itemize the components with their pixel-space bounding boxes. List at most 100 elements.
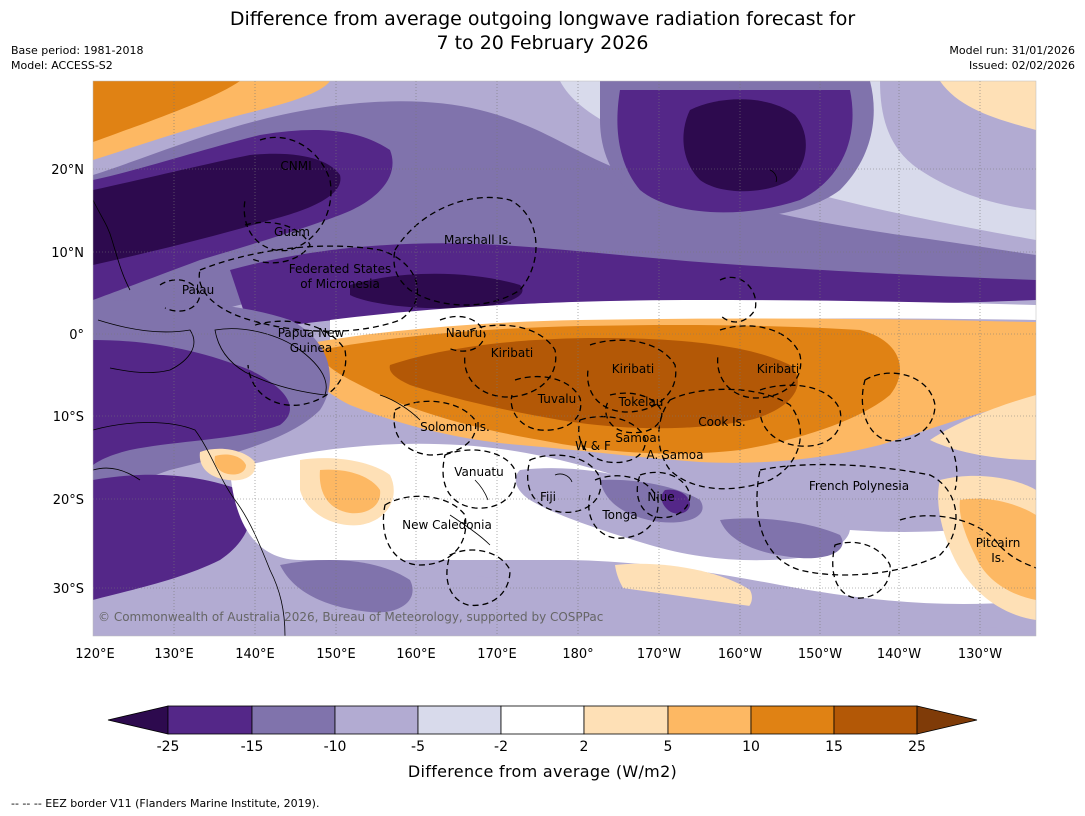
- label-nauru: Nauru: [446, 326, 482, 340]
- colorbar-extend-high: [916, 705, 978, 735]
- issued-date: Issued: 02/02/2026: [968, 59, 1075, 72]
- field-sw-purple-deep: [93, 340, 290, 465]
- field-coral-sea-orange: [319, 469, 381, 514]
- map-copyright: © Commonwealth of Australia 2026, Bureau…: [98, 610, 603, 624]
- label-guam: Guam: [274, 225, 310, 239]
- eez-austral: [832, 541, 891, 599]
- field-sw-purple-2: [93, 474, 251, 600]
- colorbar-segment: [417, 705, 502, 735]
- label-marshall: Marshall Is.: [444, 233, 512, 247]
- lon-label: 170°E: [477, 647, 517, 662]
- lon-label: 160°W: [718, 647, 762, 662]
- colorbar-tick: 15: [825, 739, 843, 755]
- eez-fp-east: [939, 429, 958, 491]
- label-wallis-futuna: W & F: [575, 439, 611, 453]
- eez-kiribati-e: [717, 325, 802, 399]
- eez-vanuatu: [442, 449, 517, 509]
- colorbar-tick: -2: [494, 739, 508, 755]
- lon-label: 130°E: [154, 647, 194, 662]
- colorbar-extend-low: [107, 705, 169, 735]
- label-niue: Niue: [647, 490, 674, 504]
- colorbar-segment: [167, 705, 253, 735]
- colorbar-segment: [251, 705, 336, 735]
- field-qld-orange: [214, 454, 246, 475]
- label-pitcairn-2: Is.: [991, 551, 1005, 565]
- field-bottom-purple-patch: [280, 560, 413, 613]
- coast-sulawesi: [97, 319, 195, 374]
- label-tokelau: Tokelau: [618, 395, 664, 409]
- field-orange-dark: [389, 338, 798, 429]
- colorbar-segment: [583, 705, 669, 735]
- anomaly-field: [93, 81, 1036, 636]
- eez-pitcairn: [899, 515, 1036, 569]
- field-niue-deep: [661, 489, 690, 514]
- field-eq-darkest: [350, 273, 523, 309]
- label-cnmi: CNMI: [280, 159, 311, 173]
- colorbar-segment: [833, 705, 918, 735]
- label-kiribati-east: Kiribati: [757, 362, 799, 376]
- colorbar-segment: [334, 705, 419, 735]
- label-samoa: Samoa: [615, 431, 656, 445]
- label-fsm-1: Federated States: [289, 262, 391, 276]
- colorbar-tick: 5: [664, 739, 673, 755]
- lat-label: 20°N: [51, 163, 84, 178]
- coast-solomons: [379, 394, 421, 421]
- label-vanuatu: Vanuatu: [454, 465, 504, 479]
- lon-label: 180°: [562, 647, 593, 662]
- label-cook: Cook Is.: [698, 415, 745, 429]
- lon-label: 130°W: [958, 647, 1002, 662]
- label-png-1: Papua New: [278, 326, 345, 340]
- eez-wf-samoa: [578, 416, 646, 464]
- model-run: Model run: 31/01/2026: [949, 44, 1075, 57]
- label-new-caledonia: New Caledonia: [402, 518, 492, 532]
- coast-vanuatu: [474, 479, 489, 501]
- label-kiribati-west: Kiribati: [491, 346, 533, 360]
- lon-label: 140°E: [235, 647, 275, 662]
- eez-png: [247, 320, 347, 406]
- colorbar-tick: -15: [241, 739, 264, 755]
- title-line-1: Difference from average outgoing longwav…: [229, 8, 856, 30]
- model-name: Model: ACCESS-S2: [11, 59, 113, 72]
- field-ne-orange: [940, 81, 1036, 130]
- coast-australia-n: [93, 467, 141, 481]
- colorbar: [107, 705, 978, 735]
- lon-label: 120°E: [75, 647, 115, 662]
- label-solomon: Solomon Is.: [420, 420, 490, 434]
- coast-australia: [93, 422, 286, 636]
- label-kiribati-central: Kiribati: [612, 362, 654, 376]
- eez-borders: [159, 136, 1036, 607]
- colorbar-ticks: -25 -15 -10 -5 -2 2 5 10 15 25: [157, 739, 926, 755]
- eez-line-is: [759, 384, 842, 447]
- colorbar-segment: [667, 705, 752, 735]
- coastlines: [93, 169, 778, 636]
- coast-new-guinea: [214, 328, 327, 396]
- field-se-pale-orange: [930, 395, 1036, 460]
- place-labels: CNMI Guam Marshall Is. Federated States …: [182, 159, 1020, 565]
- lon-label: 160°E: [396, 647, 436, 662]
- meta-right: Model run: 31/01/2026 Issued: 02/02/2026: [949, 43, 1075, 73]
- label-tonga: Tonga: [601, 508, 637, 522]
- lat-label: 0°: [69, 328, 84, 343]
- latitude-labels: 20°N 10°N 0° 10°S 20°S 30°S: [51, 163, 84, 597]
- field-w-darkest: [93, 153, 341, 265]
- eez-niue: [636, 471, 691, 519]
- map-title: Difference from average outgoing longwav…: [0, 7, 1085, 55]
- eez-cnmi: [243, 136, 332, 252]
- field-eq-purple: [230, 243, 1036, 330]
- label-pitcairn-1: Pitcairn: [976, 536, 1021, 550]
- eez-fiji: [527, 454, 602, 513]
- eez-marquesas: [861, 372, 936, 442]
- eez-footnote: -- -- -- EEZ border V11 (Flanders Marine…: [11, 797, 320, 810]
- eez-new-caledonia: [382, 495, 467, 566]
- eez-kiribati-w: [464, 324, 557, 398]
- label-american-samoa: A. Samoa: [647, 448, 704, 462]
- lon-label: 150°W: [798, 647, 842, 662]
- eez-norfolk: [446, 549, 511, 607]
- label-fiji: Fiji: [540, 490, 556, 504]
- label-tuvalu: Tuvalu: [537, 392, 577, 406]
- meta-left: Base period: 1981-2018 Model: ACCESS-S2: [11, 43, 143, 73]
- field-nw-orange: [93, 81, 240, 142]
- base-period: Base period: 1981-2018: [11, 44, 144, 57]
- colorbar-title: Difference from average (W/m2): [407, 762, 678, 781]
- colorbar-tick: 2: [580, 739, 589, 755]
